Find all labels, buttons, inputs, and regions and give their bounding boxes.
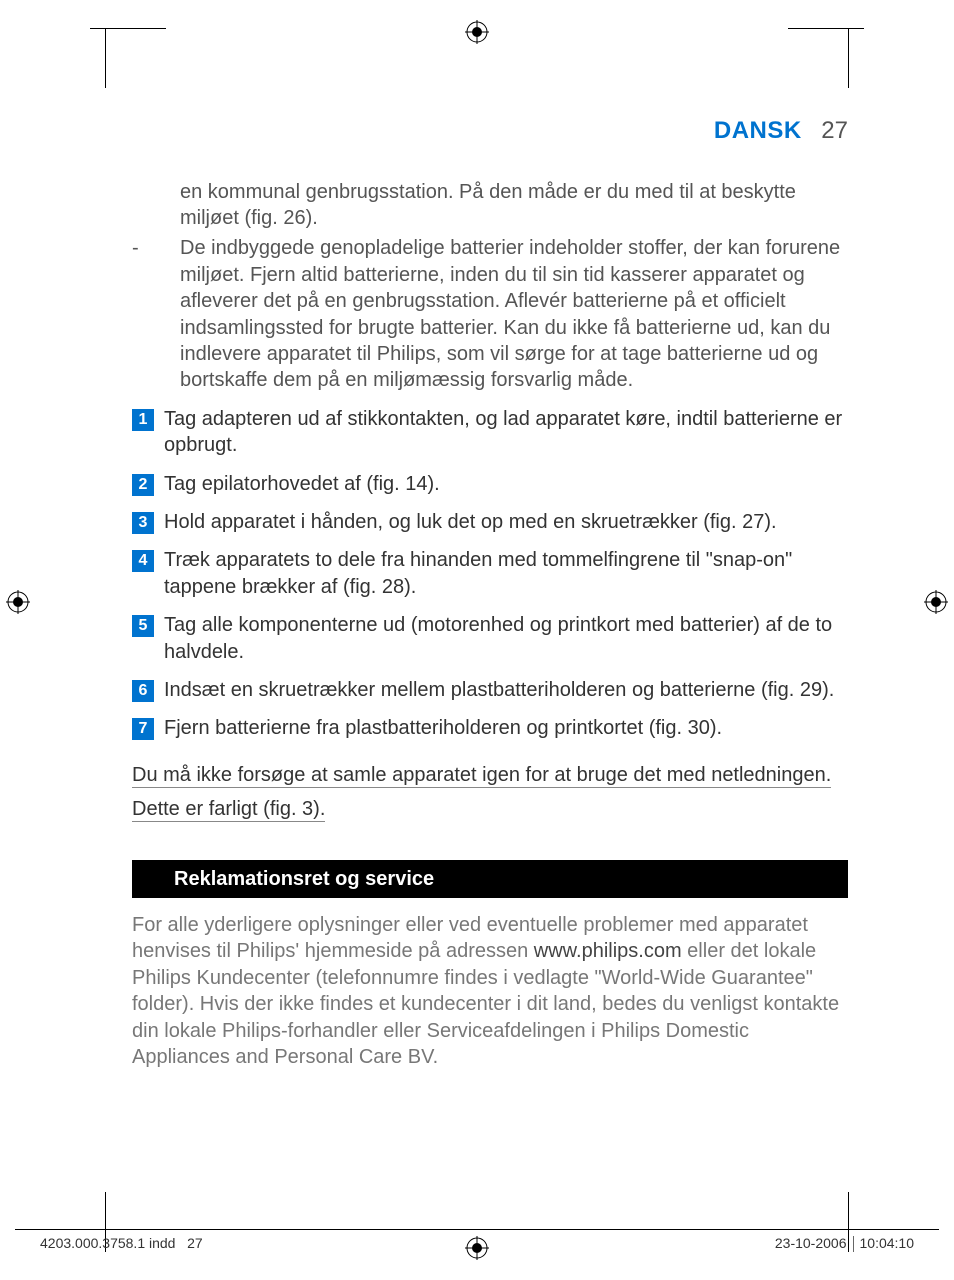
step-number-box: 4: [132, 550, 154, 572]
footer-time: 10:04:10: [860, 1235, 915, 1251]
step-text: Hold apparatet i hånden, og luk det op m…: [164, 509, 848, 535]
crop-line: [15, 1229, 939, 1230]
step-number-box: 3: [132, 512, 154, 534]
crop-mark: [848, 28, 864, 88]
step-text: Tag alle komponenterne ud (motorenhed og…: [164, 612, 848, 665]
registration-mark-icon: [465, 1236, 489, 1260]
step-number-box: 1: [132, 409, 154, 431]
step-number-box: 7: [132, 718, 154, 740]
section-heading: Reklamationsret og service: [132, 860, 848, 898]
bullet-item: - De indbyggede genopladelige batterier …: [132, 235, 848, 393]
bullet-dash: -: [132, 235, 180, 393]
footer-filename: 4203.000.3758.1 indd: [40, 1235, 175, 1251]
step-number-box: 6: [132, 680, 154, 702]
footer-separator: [853, 1236, 854, 1252]
footer-date: 23-10-2006: [775, 1235, 847, 1251]
footer-right: 23-10-2006 10:04:10: [775, 1234, 914, 1252]
step-text: Tag epilatorhovedet af (fig. 14).: [164, 471, 848, 497]
step-item: 7 Fjern batterierne fra plastbatterihold…: [132, 715, 848, 741]
step-number-box: 2: [132, 474, 154, 496]
page-number: 27: [821, 117, 848, 144]
registration-mark-icon: [6, 590, 30, 614]
intro-paragraph-1: en kommunal genbrugsstation. På den måde…: [180, 179, 848, 232]
service-paragraph: For alle yderligere oplysninger eller ve…: [132, 912, 848, 1070]
footer-page: 27: [187, 1235, 203, 1251]
step-number-box: 5: [132, 615, 154, 637]
step-item: 2 Tag epilatorhovedet af (fig. 14).: [132, 471, 848, 497]
warning-paragraph: Du må ikke forsøge at samle apparatet ig…: [132, 758, 848, 826]
crop-mark: [90, 28, 106, 88]
footer-left: 4203.000.3758.1 indd 27: [40, 1234, 203, 1252]
registration-mark-icon: [924, 590, 948, 614]
page-header: DANSK 27: [132, 115, 848, 147]
warning-text: Du må ikke forsøge at samle apparatet ig…: [132, 764, 831, 822]
registration-mark-icon: [465, 20, 489, 44]
service-url: www.philips.com: [534, 940, 682, 962]
step-item: 3 Hold apparatet i hånden, og luk det op…: [132, 509, 848, 535]
step-item: 4 Træk apparatets to dele fra hinanden m…: [132, 547, 848, 600]
step-text: Tag adapteren ud af stikkontakten, og la…: [164, 406, 848, 459]
step-text: Indsæt en skruetrækker mellem plastbatte…: [164, 677, 848, 703]
language-label: DANSK: [714, 117, 802, 144]
step-text: Træk apparatets to dele fra hinanden med…: [164, 547, 848, 600]
page-content: DANSK 27 en kommunal genbrugsstation. På…: [132, 115, 848, 1070]
step-item: 1 Tag adapteren ud af stikkontakten, og …: [132, 406, 848, 459]
step-text: Fjern batterierne fra plastbatteriholder…: [164, 715, 848, 741]
intro-paragraph-2: De indbyggede genopladelige batterier in…: [180, 235, 848, 393]
step-item: 5 Tag alle komponenterne ud (motorenhed …: [132, 612, 848, 665]
step-item: 6 Indsæt en skruetrækker mellem plastbat…: [132, 677, 848, 703]
